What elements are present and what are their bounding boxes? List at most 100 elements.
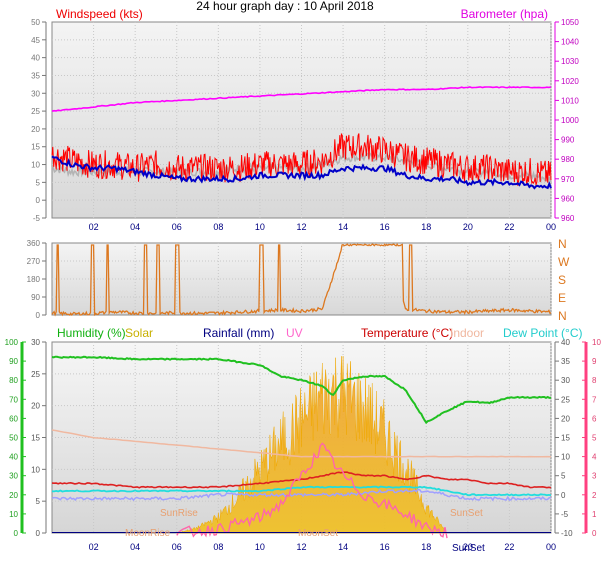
left-tick-label: 15 [31,143,40,152]
panel1-series [51,86,552,190]
uv-tick-label: 2 [592,491,597,500]
humidity-tick-label: 90 [9,357,18,366]
left-tick-label: 360 [27,239,41,248]
humidity-tick-label: 0 [14,529,19,538]
dewpoint-legend: Dew Point (°C) [503,326,582,340]
humidity-tick-label: 50 [9,434,18,443]
rainfall-tick-label: 10 [31,465,40,474]
uv-tick-label: 10 [592,338,601,347]
x-tick-label: 14 [338,542,348,552]
uv-tick-label: 1 [592,510,597,519]
series-temperature [51,471,552,489]
temperature-tick-label: -5 [561,510,569,519]
compass-label: W [558,255,570,269]
uv-tick-label: 0 [592,529,597,538]
x-tick-label: 12 [296,542,306,552]
barometer-legend: Barometer (hpa) [461,7,548,21]
series-solar [176,356,448,534]
right-tick-label: 1050 [561,18,579,27]
left-tick-label: 35 [31,71,40,80]
x-tick-label: 22 [504,222,514,232]
uv-tick-label: 6 [592,414,597,423]
uv-tick-label: 3 [592,472,597,481]
x-tick-label: 04 [130,542,140,552]
rainfall-tick-label: 30 [31,338,40,347]
right-tick-label: 970 [561,175,575,184]
humidity-tick-label: 80 [9,376,18,385]
rainfall-tick-label: 5 [36,497,41,506]
humidity-tick-label: 30 [9,472,18,481]
x-sunset-label: SunSet [452,543,485,554]
indoor-legend: Indoor [450,326,484,340]
x-tick-label: 16 [380,222,390,232]
left-tick-label: 5 [36,178,41,187]
temperature-tick-label: -10 [561,529,573,538]
right-tick-label: 1020 [561,77,579,86]
series-barometer [51,86,552,112]
left-tick-label: 180 [27,275,41,284]
temperature-tick-label: 15 [561,434,570,443]
left-tick-label: -5 [33,214,41,223]
left-tick-label: 20 [31,125,40,134]
right-tick-label: 960 [561,194,575,203]
panel1-grid [52,22,552,218]
panel2-series [51,243,552,317]
x-tick-label: 10 [255,222,265,232]
uv-tick-label: 9 [592,357,597,366]
x-tick-label: 22 [504,542,514,552]
left-tick-label: 270 [27,257,41,266]
right-tick-label: 960 [561,214,575,223]
compass-label: N [558,309,567,323]
x-tick-label: 00 [546,222,556,232]
rainfall-tick-label: 0 [36,529,41,538]
temperature-tick-label: 20 [561,414,570,423]
temperature-legend: Temperature (°C) [361,326,453,340]
panel1-x-axis: 02 04 06 08 10 12 14 16 18 20 22 00 [89,222,556,232]
uv-tick-label: 4 [592,453,597,462]
x-tick-label: 20 [463,542,473,552]
series-extra-temp [51,488,552,502]
temperature-tick-label: 10 [561,453,570,462]
temperature-tick-label: 0 [561,491,566,500]
windspeed-legend: Windspeed (kts) [56,7,143,21]
left-tick-label: 25 [31,107,40,116]
chart-title: 24 hour graph day : 10 April 2018 [196,0,374,13]
panel3-series [51,355,552,539]
series-indoor [51,429,552,458]
rainfall-tick-label: 25 [31,370,40,379]
left-tick-label: 90 [31,293,40,302]
x-tick-label: 08 [213,222,223,232]
series-dewpoint [51,485,552,497]
left-tick-label: 0 [36,196,41,205]
humidity-tick-label: 10 [9,510,18,519]
rainfall-legend: Rainfall (mm) [203,326,274,340]
x-tick-label: 08 [213,542,223,552]
x-tick-label: 20 [463,222,473,232]
sunrise-label: SunRise [160,508,198,519]
compass-label: N [558,237,567,251]
left-tick-label: 0 [36,311,41,320]
x-tick-label: 14 [338,222,348,232]
temperature-tick-label: 5 [561,472,566,481]
series-uv [176,442,448,539]
humidity-tick-label: 60 [9,414,18,423]
temperature-tick-label: 30 [561,376,570,385]
right-tick-label: 1040 [561,38,579,47]
left-tick-label: 50 [31,18,40,27]
compass-label: S [558,273,566,287]
humidity-tick-label: 20 [9,491,18,500]
humidity-legend: Humidity (%) [57,326,126,340]
series-wind-average [51,155,552,190]
moonset-label: MoonSet [298,528,338,539]
right-tick-label: 1030 [561,57,579,66]
panel1-background [51,21,552,219]
panel1-right-axis: 1050 1040 1030 1020 1010 1000 990 980 970 960 960 [554,18,579,223]
humidity-tick-label: 40 [9,453,18,462]
x-tick-label: 16 [380,542,390,552]
x-tick-label: 02 [89,222,99,232]
x-tick-label: 18 [421,222,431,232]
right-tick-label: 1010 [561,96,579,105]
